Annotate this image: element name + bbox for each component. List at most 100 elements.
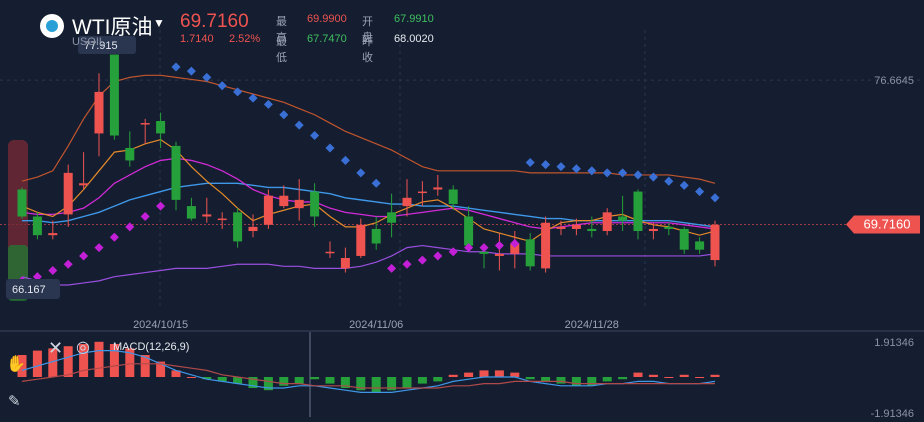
candle-body bbox=[464, 216, 474, 246]
instrument-title[interactable]: WTI原油 bbox=[72, 16, 153, 39]
y-axis-upper-label: 76.6645 bbox=[874, 75, 914, 87]
candle-body bbox=[710, 224, 720, 261]
candle-body bbox=[417, 191, 427, 194]
macd-dif-line bbox=[21, 350, 716, 393]
macd-histogram-bar bbox=[310, 377, 320, 380]
macd-histogram-bar bbox=[294, 377, 304, 384]
psar-dot bbox=[248, 93, 258, 103]
last-price: 69.7160 bbox=[180, 11, 249, 32]
macd-histogram-bar bbox=[633, 372, 643, 377]
candle-body bbox=[510, 243, 520, 254]
candle-body bbox=[648, 228, 658, 232]
macd-histogram-bar bbox=[48, 348, 58, 377]
candlesticks bbox=[17, 54, 720, 273]
psar-dot bbox=[356, 168, 366, 178]
psar-dot bbox=[571, 164, 581, 174]
macd-histogram-bar bbox=[417, 377, 427, 384]
psar-dot bbox=[648, 172, 658, 182]
macd-histogram-bar bbox=[695, 377, 705, 378]
candle-body bbox=[248, 226, 258, 232]
macd-histogram-bar bbox=[186, 377, 196, 378]
prev-close-label: 昨收 bbox=[362, 36, 373, 64]
psar-dot bbox=[140, 211, 150, 222]
psar-dot bbox=[402, 259, 412, 269]
psar-dot bbox=[525, 157, 535, 168]
macd-histogram-bar bbox=[464, 372, 474, 377]
psar-dot bbox=[448, 247, 458, 257]
candle-body bbox=[279, 195, 289, 207]
ma-orange-line bbox=[21, 139, 716, 243]
settings-icon[interactable]: ◎ bbox=[76, 339, 90, 356]
candle-body bbox=[186, 206, 196, 219]
macd-histogram-bar bbox=[664, 377, 674, 378]
psar-dot bbox=[371, 178, 381, 188]
pencil-icon[interactable]: ✎ bbox=[8, 393, 21, 410]
macd-histogram-bar bbox=[602, 377, 612, 382]
bollinger-bands bbox=[21, 74, 716, 286]
crosshair-close-icon[interactable]: ✕ bbox=[48, 338, 64, 358]
candle-body bbox=[602, 212, 612, 232]
low-value: 67.7470 bbox=[307, 33, 347, 45]
high-label: 最高 bbox=[276, 16, 287, 44]
macd-histogram-bar bbox=[171, 370, 181, 377]
min-price-marker: 66.167 bbox=[12, 284, 46, 296]
macd-upper-label: 1.91346 bbox=[874, 337, 914, 349]
candle-body bbox=[371, 228, 381, 244]
low-label: 最低 bbox=[276, 36, 287, 64]
psar-dot bbox=[109, 232, 119, 242]
candle-body bbox=[48, 233, 58, 236]
min-marker-bg bbox=[6, 279, 60, 299]
macd-histogram-bar bbox=[233, 377, 243, 384]
candle-body bbox=[525, 239, 535, 267]
candle-body bbox=[448, 189, 458, 205]
macd-histogram-bar bbox=[571, 377, 581, 386]
psar-dot bbox=[233, 87, 243, 97]
candle-body bbox=[587, 228, 597, 232]
macd-histogram-bar bbox=[279, 377, 289, 386]
price-change: 1.7140 bbox=[180, 33, 214, 45]
psar-dot bbox=[541, 160, 551, 170]
macd-dea-line bbox=[21, 363, 715, 389]
candle-body bbox=[541, 222, 551, 269]
psar-dot bbox=[618, 168, 628, 178]
prev-close-value: 68.0020 bbox=[394, 33, 434, 45]
psar-dot bbox=[325, 143, 335, 153]
macd-histogram-bar bbox=[479, 370, 489, 377]
psar-dot bbox=[679, 180, 689, 190]
psar-dot bbox=[294, 120, 304, 130]
macd-histogram-bar bbox=[248, 377, 258, 388]
candle-body bbox=[140, 123, 150, 125]
candle-body bbox=[202, 214, 212, 217]
psar-dot bbox=[156, 201, 166, 211]
psar-dot bbox=[417, 255, 427, 265]
macd-histogram-bar bbox=[510, 372, 520, 377]
macd-histogram-bar bbox=[679, 374, 689, 377]
macd-histogram-bar bbox=[79, 344, 89, 377]
macd-panel bbox=[17, 341, 720, 393]
candle-body bbox=[387, 212, 397, 223]
psar-dot bbox=[695, 187, 705, 197]
psar-dot bbox=[340, 155, 350, 165]
open-value: 67.9910 bbox=[394, 13, 434, 25]
ma-magenta-line bbox=[21, 157, 716, 230]
candle-body bbox=[679, 228, 689, 250]
macd-histogram-bar bbox=[63, 346, 73, 377]
psar-dot bbox=[279, 110, 289, 120]
candle-body bbox=[294, 199, 304, 209]
wti-logo-icon bbox=[40, 14, 64, 38]
psar-dot bbox=[479, 243, 489, 253]
price-change-pct: 2.52% bbox=[229, 33, 261, 45]
macd-histogram-bar bbox=[710, 374, 720, 377]
candle-body bbox=[571, 224, 581, 229]
moving-averages bbox=[21, 139, 716, 243]
candle-body bbox=[217, 218, 227, 221]
macd-histogram-bar bbox=[387, 377, 397, 391]
candle-body bbox=[17, 189, 27, 217]
psar-dot bbox=[602, 168, 612, 178]
candle-body bbox=[556, 226, 566, 229]
macd-histogram-bar bbox=[541, 377, 551, 382]
chevron-down-icon[interactable]: ▼ bbox=[153, 16, 165, 30]
drawing-tools-icon[interactable]: ✋ bbox=[6, 356, 26, 373]
